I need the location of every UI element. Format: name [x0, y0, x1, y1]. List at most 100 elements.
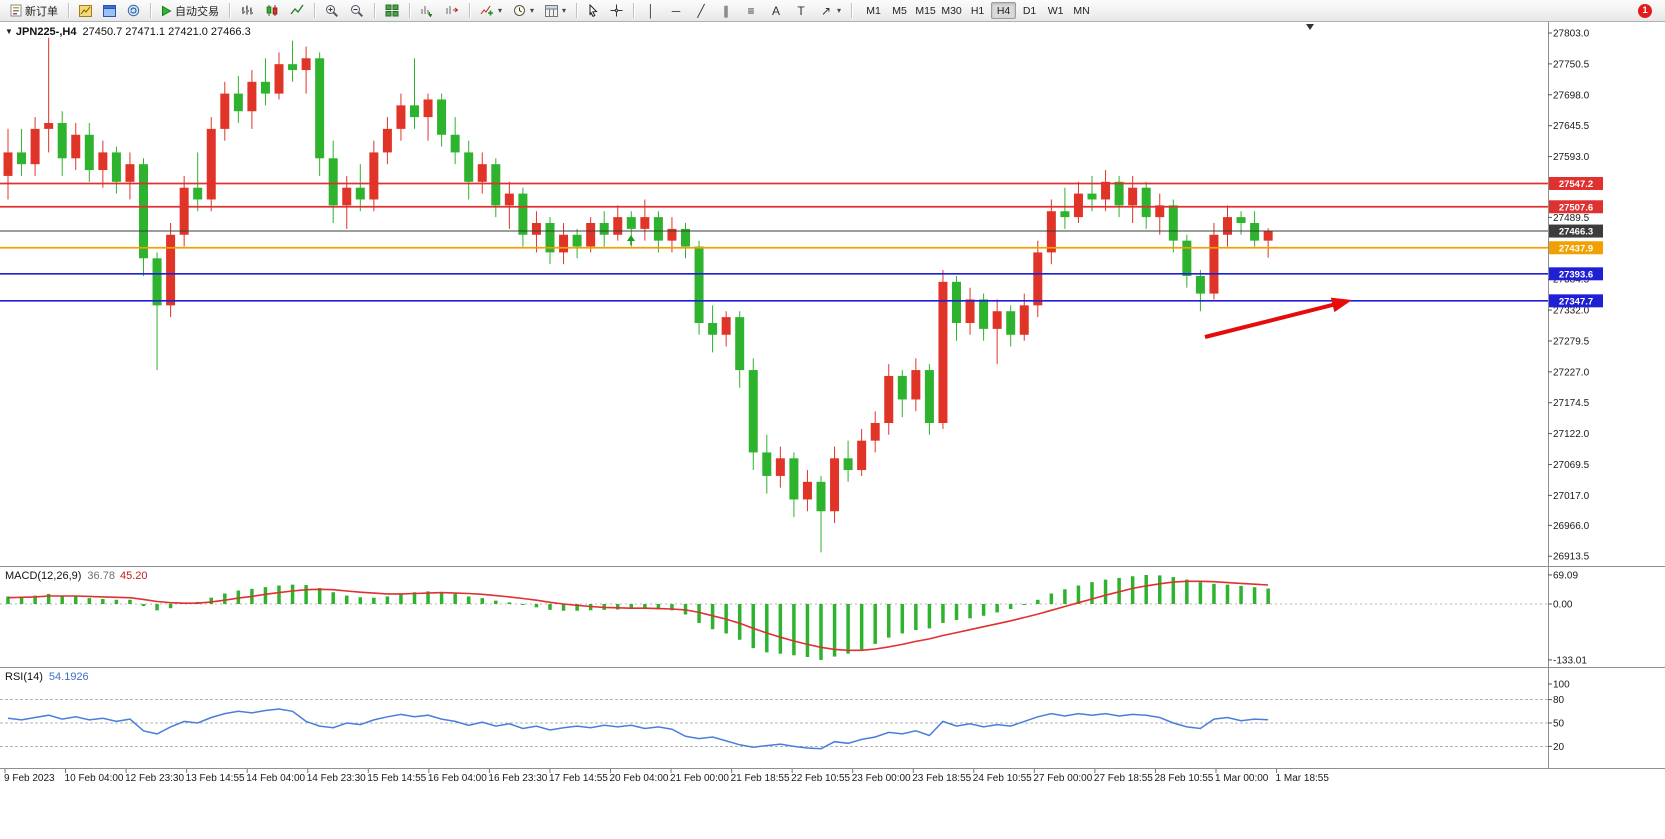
macd-value-signal: 45.20: [119, 570, 148, 582]
new-order-button[interactable]: 新订单: [5, 2, 63, 20]
dropdown-caret-icon: ▾: [530, 6, 535, 15]
svg-text:100: 100: [1553, 680, 1570, 691]
timeframe-mn-button[interactable]: MN: [1069, 2, 1094, 19]
fibonacci-button[interactable]: ≡: [739, 2, 763, 20]
crosshair-icon: [610, 4, 623, 17]
chart-shift-marker[interactable]: [1306, 24, 1314, 30]
svg-text:12 Feb 23:30: 12 Feb 23:30: [125, 773, 184, 784]
chart-marker-icon: [627, 235, 635, 245]
timeframe-d1-button[interactable]: D1: [1017, 2, 1042, 19]
rsi-panel: [0, 699, 1548, 750]
trend-arrow-annotation[interactable]: [1204, 297, 1352, 339]
candlestick-chart-button[interactable]: [260, 2, 284, 20]
tile-windows-button[interactable]: [380, 2, 404, 20]
templates-button[interactable]: ▾: [540, 2, 571, 20]
separator: [150, 3, 151, 18]
macd-value-main: 36.78: [87, 570, 115, 582]
indicators-button[interactable]: ▾: [475, 2, 507, 20]
svg-text:24 Feb 10:55: 24 Feb 10:55: [973, 773, 1032, 784]
zoom-in-button[interactable]: [320, 2, 344, 20]
auto-scroll-button[interactable]: [415, 2, 439, 20]
cursor-button[interactable]: [582, 2, 604, 20]
svg-text:1 Mar 18:55: 1 Mar 18:55: [1276, 773, 1330, 784]
new-chart-icon: [79, 4, 92, 17]
timeframe-w1-button[interactable]: W1: [1043, 2, 1068, 19]
zoom-in-icon: [326, 4, 339, 17]
svg-text:27645.5: 27645.5: [1553, 121, 1590, 132]
line-chart-button[interactable]: [285, 2, 309, 20]
line-chart-icon: [290, 4, 304, 15]
svg-text:28 Feb 10:55: 28 Feb 10:55: [1154, 773, 1213, 784]
text-label-icon: T: [797, 3, 805, 18]
crosshair-button[interactable]: [605, 2, 628, 20]
svg-text:14 Feb 23:30: 14 Feb 23:30: [307, 773, 366, 784]
svg-text:27393.6: 27393.6: [1559, 269, 1593, 280]
periods-button[interactable]: ▾: [508, 2, 539, 20]
svg-text:27466.3: 27466.3: [1559, 227, 1593, 238]
fibonacci-icon: ≡: [747, 3, 755, 18]
profiles-icon: [103, 4, 116, 17]
svg-text:80: 80: [1553, 695, 1565, 706]
separator: [576, 3, 578, 18]
svg-text:27122.0: 27122.0: [1553, 429, 1590, 440]
timeframe-m15-button[interactable]: M15: [913, 2, 938, 19]
new-order-label: 新订单: [25, 5, 58, 18]
timeframe-h4-button[interactable]: H4: [991, 2, 1017, 19]
svg-text:27437.9: 27437.9: [1559, 243, 1593, 254]
chart-shift-button[interactable]: [440, 2, 464, 20]
timeframe-m1-button[interactable]: M1: [861, 2, 886, 19]
svg-text:27547.2: 27547.2: [1559, 179, 1593, 190]
svg-text:0.00: 0.00: [1553, 600, 1573, 611]
timeframe-h1-button[interactable]: H1: [965, 2, 990, 19]
chart-shift-icon: [446, 6, 459, 14]
horizontal-lines[interactable]: [0, 182, 1548, 302]
new-order-icon: [10, 4, 22, 17]
collapse-icon[interactable]: ▼: [5, 27, 13, 36]
channel-button[interactable]: ∥: [714, 2, 738, 20]
arrow-object-icon: ↗: [821, 3, 832, 18]
svg-text:20: 20: [1553, 742, 1565, 753]
timeframe-m5-button[interactable]: M5: [887, 2, 912, 19]
new-chart-button[interactable]: [74, 2, 97, 20]
svg-text:17 Feb 14:55: 17 Feb 14:55: [549, 773, 608, 784]
arrows-button[interactable]: ↗ ▾: [814, 2, 846, 20]
time-axis[interactable]: 9 Feb 2023 10 Feb 04:00 12 Feb 23:30 13 Feb…: [4, 769, 1329, 784]
svg-text:27174.5: 27174.5: [1553, 398, 1590, 409]
svg-text:27332.0: 27332.0: [1553, 306, 1590, 317]
rsi-line: [7, 708, 1269, 750]
vertical-line-button[interactable]: │: [639, 2, 663, 20]
svg-text:21 Feb 00:00: 21 Feb 00:00: [670, 773, 729, 784]
price-axis[interactable]: 27803.0 27750.5 27698.0 27645.5 27593.0 27489…: [1548, 29, 1590, 753]
separator: [229, 3, 230, 18]
svg-text:10 Feb 04:00: 10 Feb 04:00: [65, 773, 124, 784]
notification-badge[interactable]: 1: [1638, 3, 1652, 18]
bar-chart-button[interactable]: [235, 2, 259, 20]
trendline-icon: ╱: [697, 3, 705, 18]
separator: [469, 3, 470, 18]
timeframe-m30-button[interactable]: M30: [939, 2, 964, 19]
rsi-value: 54.1926: [48, 671, 89, 683]
svg-text:27750.5: 27750.5: [1553, 59, 1590, 70]
separator: [633, 3, 635, 18]
autotrading-button[interactable]: 自动交易: [156, 2, 224, 20]
dropdown-caret-icon: ▾: [562, 6, 567, 15]
text-button[interactable]: A: [764, 2, 788, 20]
svg-text:9 Feb 2023: 9 Feb 2023: [4, 773, 55, 784]
svg-text:27069.5: 27069.5: [1553, 460, 1590, 471]
svg-text:27507.6: 27507.6: [1559, 202, 1593, 213]
refresh-button[interactable]: [122, 2, 145, 20]
svg-text:26913.5: 26913.5: [1553, 552, 1590, 563]
horizontal-line-button[interactable]: ─: [664, 2, 688, 20]
svg-text:27347.7: 27347.7: [1559, 296, 1593, 307]
profiles-button[interactable]: [98, 2, 121, 20]
zoom-out-button[interactable]: [345, 2, 369, 20]
rsi-label: RSI(14) 54.1926: [5, 671, 89, 683]
chart-ohlc: 27450.7 27471.1 27421.0 27466.3: [82, 26, 251, 38]
svg-text:23 Feb 00:00: 23 Feb 00:00: [852, 773, 911, 784]
chart-header: ▼ JPN225-,H4 27450.7 27471.1 27421.0 27466…: [5, 26, 251, 38]
text-label-button[interactable]: T: [789, 2, 813, 20]
channel-icon: ∥: [723, 3, 730, 18]
trendline-button[interactable]: ╱: [689, 2, 713, 20]
svg-text:69.09: 69.09: [1553, 570, 1578, 581]
